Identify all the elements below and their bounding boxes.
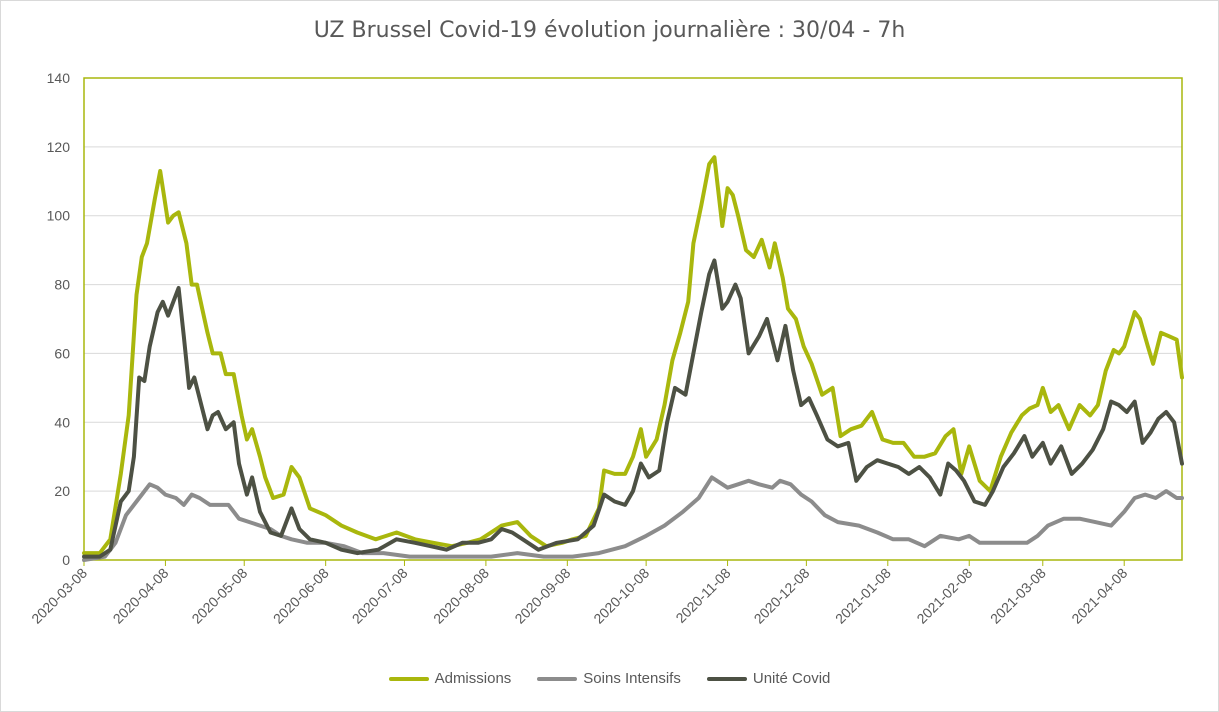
legend-swatch-soins-intensifs	[537, 676, 578, 681]
y-tick-label-60: 60	[54, 345, 70, 361]
chart-title: UZ Brussel Covid-19 évolution journalièr…	[313, 18, 906, 43]
legend: Admissions Soins Intensifs Unité Covid	[0, 670, 1219, 687]
x-tick-label-2020-06-08: 2020-06-08	[270, 565, 332, 627]
y-tick-label-40: 40	[54, 414, 70, 430]
gridlines	[83, 77, 1183, 561]
x-tick-label-2020-09-08: 2020-09-08	[511, 565, 573, 627]
series-line-soins-intensifs	[82, 475, 1184, 562]
plot-border	[83, 77, 1183, 561]
x-tick-label-2021-03-08: 2021-03-08	[987, 565, 1049, 627]
x-tick-label-2020-04-08: 2020-04-08	[110, 565, 172, 627]
legend-label-unite-covid: Unité Covid	[752, 670, 831, 687]
legend-item-unite-covid: Unité Covid	[706, 670, 831, 687]
legend-label-admissions: Admissions	[434, 670, 512, 687]
series-line-unite-covid	[82, 258, 1184, 559]
legend-item-admissions: Admissions	[388, 670, 512, 687]
x-tick-label-2020-05-08: 2020-05-08	[188, 565, 250, 627]
y-tick-label-20: 20	[54, 483, 70, 499]
x-tick-label-2021-01-08: 2021-01-08	[832, 565, 894, 627]
y-tick-label-0: 0	[62, 552, 70, 568]
plot-area	[82, 155, 1184, 562]
y-tick-label-80: 80	[54, 277, 70, 293]
y-tick-label-140: 140	[47, 70, 71, 86]
x-tick-label-2020-03-08: 2020-03-08	[28, 565, 90, 627]
legend-swatch-unite-covid	[706, 676, 747, 681]
x-tick-label-2021-04-08: 2021-04-08	[1068, 565, 1130, 627]
x-tick-label-2020-12-08: 2020-12-08	[751, 565, 813, 627]
x-tick-label-2020-07-08: 2020-07-08	[349, 565, 411, 627]
series-line-admissions	[82, 155, 1184, 556]
y-tick-label-120: 120	[47, 139, 71, 155]
legend-item-soins-intensifs: Soins Intensifs	[537, 670, 681, 687]
x-axis: 2020-03-08 2020-04-08 2020-05-08 2020-06-08…	[28, 560, 1130, 627]
y-tick-label-100: 100	[47, 208, 71, 224]
legend-swatch-admissions	[388, 676, 429, 681]
y-axis: 0 20 40 60 80 100 120 140	[47, 70, 71, 568]
legend-label-soins-intensifs: Soins Intensifs	[583, 670, 681, 687]
x-tick-label-2020-08-08: 2020-08-08	[430, 565, 492, 627]
x-tick-label-2020-11-08: 2020-11-08	[672, 565, 733, 626]
x-tick-label-2021-02-08: 2021-02-08	[913, 565, 975, 627]
x-tick-label-2020-10-08: 2020-10-08	[590, 565, 652, 627]
